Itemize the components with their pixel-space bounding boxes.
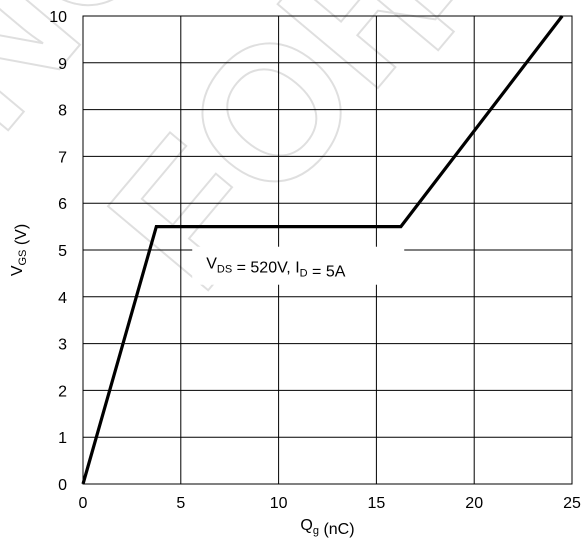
x-tick-labels: 0 5 10 15 20 25: [79, 495, 581, 512]
y-tick-label: 1: [58, 430, 67, 447]
y-tick-label: 0: [58, 477, 67, 494]
x-tick-label: 20: [465, 495, 483, 512]
y-tick-label: 5: [58, 243, 67, 260]
vgs-vs-qg-line: [81, 15, 564, 485]
y-tick-label: 7: [58, 149, 67, 166]
x-tick-label: 5: [176, 495, 185, 512]
y-tick-labels: 0 1 2 3 4 5 6 7 8 9 10: [49, 9, 67, 494]
y-tick-label: 10: [49, 9, 67, 26]
x-tick-label: 25: [563, 495, 581, 512]
annotation-background: [192, 246, 405, 285]
x-tick-label: 15: [368, 495, 386, 512]
x-tick-label: 10: [270, 495, 288, 512]
y-tick-label: 2: [58, 383, 67, 400]
y-tick-label: 6: [58, 196, 67, 213]
x-axis-label: Qg (nC): [300, 517, 354, 538]
y-tick-label: 3: [58, 337, 67, 354]
y-tick-label: 4: [58, 290, 67, 307]
plot-frame: [82, 15, 573, 485]
y-tick-label: 9: [58, 56, 67, 73]
test-condition-annotation: VDS = 520V, ID = 5A: [206, 256, 346, 281]
x-tick-label: 0: [79, 495, 88, 512]
y-axis-label: VGS (V): [9, 224, 30, 276]
y-tick-label: 8: [58, 103, 67, 120]
